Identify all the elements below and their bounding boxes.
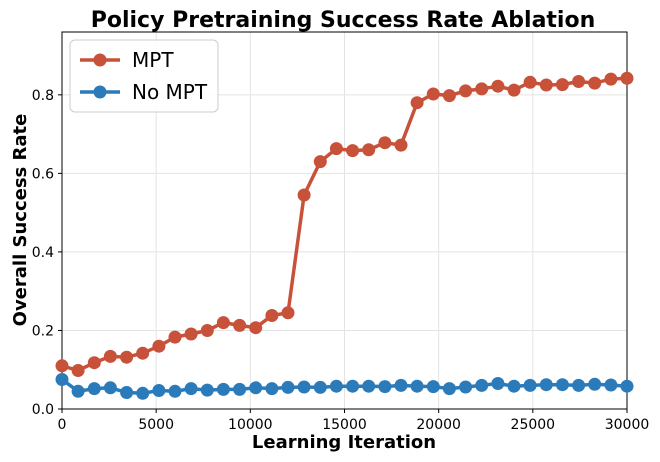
y-tick-label: 0.2 — [32, 323, 54, 339]
data-point-mpt — [265, 309, 279, 322]
y-tick-label: 0.8 — [32, 88, 54, 104]
data-point-mpt — [491, 79, 505, 93]
legend-marker-no-mpt — [93, 85, 107, 99]
data-point-mpt — [459, 84, 473, 98]
data-point-mpt — [55, 359, 69, 373]
data-point-mpt — [507, 83, 521, 97]
data-point-mpt — [216, 316, 230, 330]
data-point-no-mpt — [410, 379, 424, 393]
series-mpt — [55, 71, 634, 377]
data-point-mpt — [136, 346, 150, 360]
x-tick-label: 30000 — [605, 417, 650, 433]
series-no-mpt — [55, 373, 634, 400]
data-point-mpt — [539, 78, 553, 92]
data-point-no-mpt — [523, 378, 537, 392]
data-point-mpt — [249, 321, 263, 335]
x-tick-label: 10000 — [228, 417, 273, 433]
legend-label-mpt: MPT — [132, 48, 174, 72]
x-tick-label: 20000 — [416, 417, 461, 433]
data-point-no-mpt — [249, 381, 263, 395]
data-point-mpt — [378, 136, 392, 150]
data-point-no-mpt — [233, 382, 247, 396]
data-point-mpt — [604, 72, 618, 86]
data-point-no-mpt — [329, 379, 343, 393]
data-point-mpt — [233, 318, 247, 332]
legend-label-no-mpt: No MPT — [132, 80, 208, 104]
x-tick-label: 5000 — [138, 417, 174, 433]
data-point-mpt — [442, 89, 456, 103]
y-tick-label: 0.6 — [32, 166, 54, 182]
legend-marker-mpt — [93, 53, 107, 67]
data-point-mpt — [168, 330, 182, 344]
data-point-no-mpt — [394, 378, 408, 392]
data-point-mpt — [523, 75, 537, 89]
data-point-mpt — [200, 324, 214, 337]
data-point-no-mpt — [168, 384, 182, 398]
data-point-no-mpt — [475, 378, 489, 392]
series-group — [55, 71, 634, 400]
data-point-mpt — [572, 75, 586, 88]
y-tick-label: 0.0 — [32, 402, 54, 418]
data-point-no-mpt — [426, 380, 440, 394]
data-point-mpt — [120, 350, 134, 364]
data-point-no-mpt — [200, 383, 214, 397]
data-point-mpt — [475, 82, 489, 96]
data-point-no-mpt — [491, 377, 505, 390]
data-point-no-mpt — [313, 380, 327, 394]
x-tick-label: 25000 — [511, 417, 556, 433]
data-point-mpt — [555, 78, 569, 92]
data-point-mpt — [394, 138, 408, 152]
data-point-mpt — [426, 87, 440, 101]
data-point-no-mpt — [55, 373, 69, 386]
data-point-no-mpt — [378, 380, 392, 394]
legend: MPT No MPT — [69, 39, 219, 113]
data-point-no-mpt — [184, 382, 198, 396]
data-point-mpt — [620, 71, 634, 85]
data-point-no-mpt — [604, 378, 618, 392]
data-point-mpt — [588, 76, 602, 90]
data-point-no-mpt — [216, 382, 230, 396]
data-point-mpt — [410, 96, 424, 110]
data-point-no-mpt — [572, 378, 586, 392]
data-point-no-mpt — [265, 382, 279, 396]
data-point-mpt — [184, 327, 198, 341]
data-point-no-mpt — [87, 382, 101, 396]
data-point-mpt — [329, 142, 343, 156]
data-point-no-mpt — [152, 384, 166, 397]
data-point-no-mpt — [297, 380, 311, 394]
x-tick-label: 15000 — [322, 417, 367, 433]
data-point-no-mpt — [120, 386, 134, 399]
y-axis-label: Overall Success Rate — [10, 114, 31, 327]
data-point-no-mpt — [281, 380, 295, 394]
data-point-mpt — [297, 188, 311, 202]
legend-box — [69, 39, 219, 113]
data-point-no-mpt — [103, 381, 117, 395]
data-point-mpt — [281, 306, 295, 320]
data-point-no-mpt — [71, 384, 85, 398]
axis-ticks: 0 5000 10000 15000 20000 25000 30000 0.0 0.2 0.4 0… — [32, 88, 650, 433]
data-point-mpt — [87, 356, 101, 370]
x-axis-label: Learning Iteration — [252, 432, 436, 453]
data-point-no-mpt — [459, 380, 473, 394]
data-point-mpt — [313, 155, 327, 169]
data-point-no-mpt — [362, 379, 376, 393]
data-point-no-mpt — [555, 378, 569, 392]
data-point-no-mpt — [507, 379, 521, 393]
chart-title: Policy Pretraining Success Rate Ablation — [91, 8, 596, 33]
data-point-mpt — [152, 339, 166, 353]
data-point-no-mpt — [588, 377, 602, 391]
data-point-mpt — [346, 144, 360, 158]
data-point-no-mpt — [539, 378, 553, 392]
data-point-mpt — [71, 364, 85, 377]
data-point-no-mpt — [136, 386, 150, 400]
data-point-mpt — [103, 349, 117, 363]
x-tick-label: 0 — [58, 417, 67, 433]
data-point-no-mpt — [620, 379, 634, 393]
data-point-no-mpt — [346, 379, 360, 393]
y-tick-label: 0.4 — [32, 245, 54, 261]
data-point-no-mpt — [442, 382, 456, 396]
data-point-mpt — [362, 143, 376, 157]
